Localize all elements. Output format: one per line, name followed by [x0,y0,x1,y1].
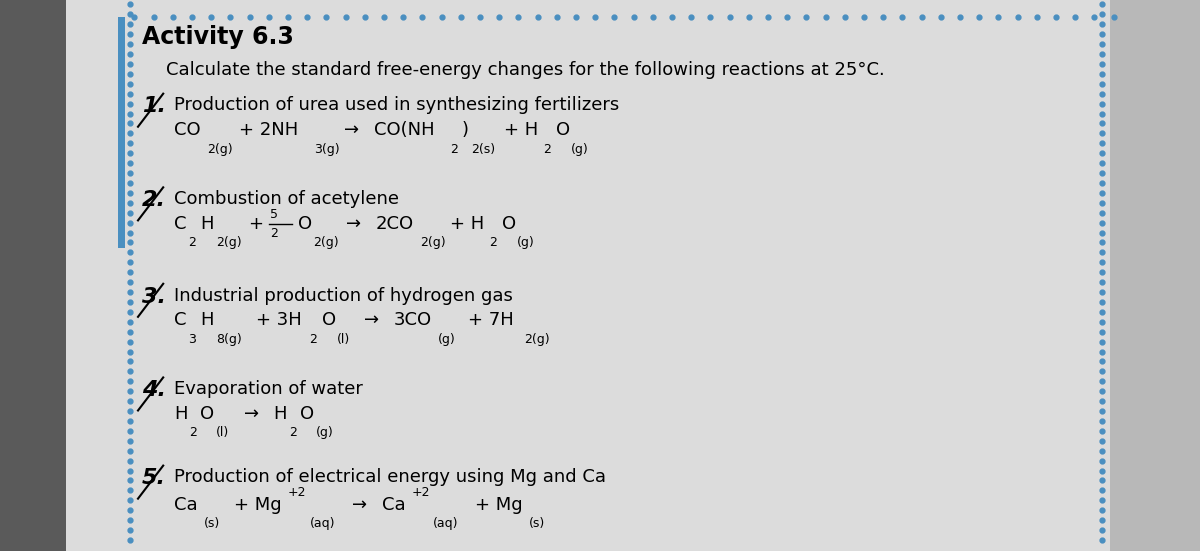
Bar [0,0,66,551]
Bar [1110,0,1200,551]
Text: CO: CO [174,121,200,139]
Text: →: → [352,496,367,514]
Text: O: O [300,405,314,423]
Text: 5: 5 [270,208,278,220]
Text: H: H [174,405,187,423]
Text: (g): (g) [438,333,456,345]
Bar [66,0,1110,551]
Text: 2(g): 2(g) [420,236,445,249]
Text: (s): (s) [204,517,221,530]
Text: 2: 2 [544,143,552,155]
Text: C: C [174,215,186,233]
Text: + Mg: + Mg [234,496,282,514]
Text: H: H [200,311,214,329]
Text: O: O [556,121,570,139]
Text: 2: 2 [188,236,197,249]
Text: (g): (g) [517,236,535,249]
Text: 3CO: 3CO [394,311,432,329]
Text: + H: + H [450,215,485,233]
Text: Activity 6.3: Activity 6.3 [142,25,294,49]
Text: O: O [200,405,215,423]
Text: + 3H: + 3H [256,311,301,329]
Text: 2: 2 [190,426,198,439]
Text: 2: 2 [289,426,298,439]
Text: 3(g): 3(g) [314,143,340,155]
Text: H: H [200,215,214,233]
Text: (g): (g) [316,426,334,439]
Text: 3.: 3. [142,287,166,306]
Text: 5.: 5. [142,468,166,488]
Text: 2(g): 2(g) [313,236,338,249]
Text: Production of urea used in synthesizing fertilizers: Production of urea used in synthesizing … [174,96,619,115]
Text: Industrial production of hydrogen gas: Industrial production of hydrogen gas [174,287,512,305]
Text: O: O [298,215,312,233]
Text: →: → [346,215,361,233]
Text: 2(g): 2(g) [216,236,241,249]
Text: 3: 3 [188,333,197,345]
Text: O: O [322,311,336,329]
Text: 2: 2 [450,143,458,155]
Text: 4.: 4. [142,380,166,400]
Text: (aq): (aq) [310,517,335,530]
Text: 8(g): 8(g) [216,333,241,345]
Text: →: → [344,121,360,139]
Text: 2(g): 2(g) [208,143,233,155]
Text: Ca: Ca [174,496,198,514]
Text: 2(g): 2(g) [524,333,550,345]
Text: Evaporation of water: Evaporation of water [174,380,362,398]
Text: Combustion of acetylene: Combustion of acetylene [174,190,398,208]
Text: + 7H: + 7H [468,311,514,329]
Text: (l): (l) [337,333,350,345]
Text: Calculate the standard free-energy changes for the following reactions at 25°C.: Calculate the standard free-energy chang… [166,61,884,79]
Text: 2(s): 2(s) [472,143,496,155]
Text: + H: + H [504,121,539,139]
Text: (aq): (aq) [433,517,458,530]
Text: O: O [502,215,516,233]
Text: + Mg: + Mg [475,496,523,514]
Text: ): ) [462,121,469,139]
Text: + 2NH: + 2NH [239,121,298,139]
Text: Ca: Ca [382,496,406,514]
Text: (g): (g) [571,143,589,155]
Text: C: C [174,311,186,329]
Text: +2: +2 [288,486,306,499]
Text: (s): (s) [529,517,546,530]
Bar [118,17,125,248]
Text: 2: 2 [310,333,318,345]
Text: Production of electrical energy using Mg and Ca: Production of electrical energy using Mg… [174,468,606,487]
Text: CO(NH: CO(NH [374,121,436,139]
Text: H: H [274,405,287,423]
Text: +2: +2 [412,486,430,499]
Text: 1.: 1. [142,96,166,116]
Text: 2.: 2. [142,190,166,210]
Text: →: → [244,405,259,423]
Text: (l): (l) [216,426,229,439]
Text: 2: 2 [270,227,278,240]
Text: 2: 2 [490,236,498,249]
Text: +: + [248,215,264,233]
Text: 2CO: 2CO [376,215,414,233]
Text: →: → [364,311,379,329]
